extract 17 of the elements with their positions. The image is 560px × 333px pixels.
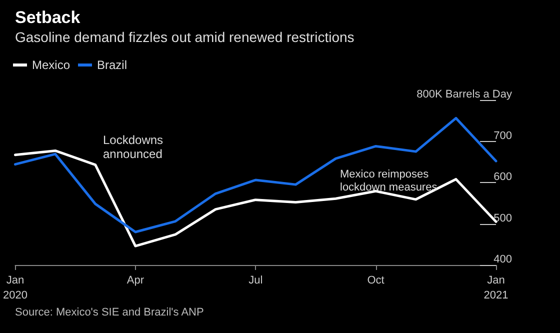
- chart-title: Setback: [15, 8, 81, 27]
- legend-label: Brazil: [97, 58, 128, 72]
- x-tick-label: Jan 2021: [484, 274, 508, 302]
- x-tick-label: Jul: [248, 274, 263, 286]
- annotation: Lockdowns announced: [103, 133, 164, 161]
- source-note: Source: Mexico's SIE and Brazil's ANP: [15, 306, 204, 318]
- legend-label: Mexico: [32, 58, 70, 72]
- y-tick-label: 700: [494, 130, 512, 142]
- y-tick-label: 400: [494, 254, 512, 266]
- chart-subtitle: Gasoline demand fizzles out amid renewed restrictions: [15, 29, 354, 45]
- y-tick-label: 800K Barrels a Day: [416, 88, 512, 100]
- annotation: Mexico reimposes lockdown measures: [340, 168, 438, 194]
- x-tick-label: Jan 2020: [2, 274, 28, 302]
- x-tick-label: Apr: [126, 274, 144, 286]
- y-tick-label: 600: [494, 171, 512, 183]
- x-tick-label: Oct: [367, 274, 384, 286]
- y-tick-label: 500: [494, 212, 512, 224]
